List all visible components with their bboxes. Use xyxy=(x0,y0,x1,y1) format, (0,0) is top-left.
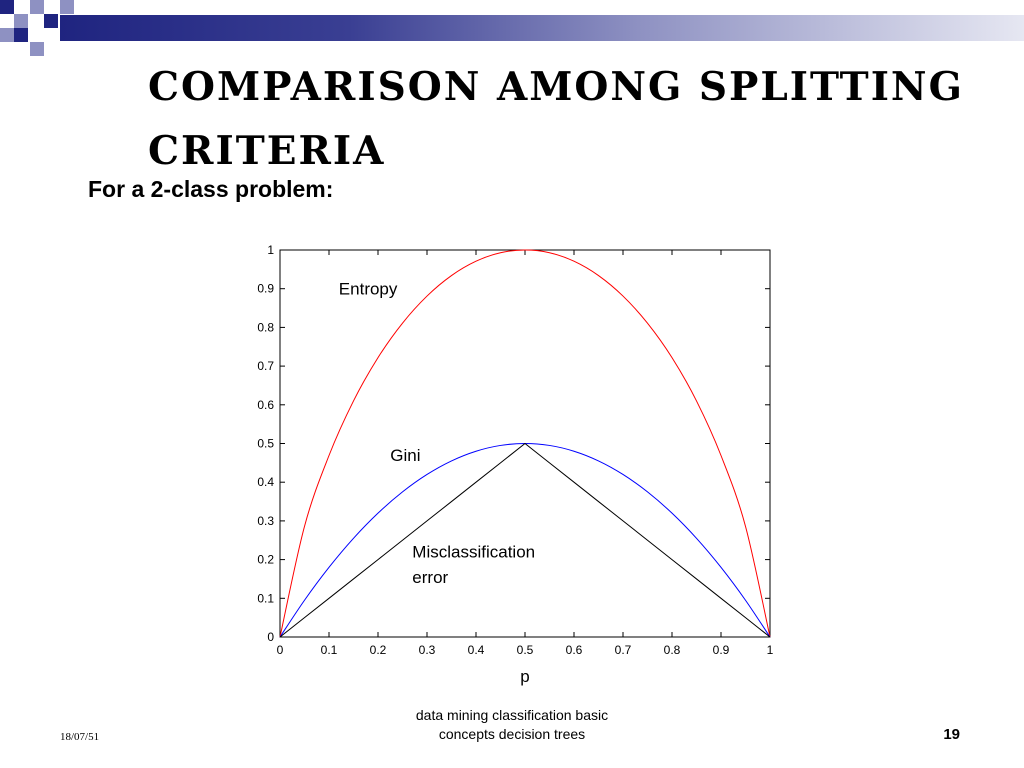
decor-square xyxy=(0,28,14,42)
x-tick-label: 0.8 xyxy=(664,643,681,657)
y-tick-label: 0.9 xyxy=(257,282,274,296)
slide-subtitle: For a 2-class problem: xyxy=(88,176,334,202)
entropy-line xyxy=(279,249,771,638)
y-tick-label: 0.7 xyxy=(257,359,274,373)
annotation-label: Entropy xyxy=(339,280,398,299)
slide-title: Comparison among Splitting xyxy=(148,64,964,110)
x-tick-label: 0.5 xyxy=(517,643,534,657)
x-tick-label: 0.6 xyxy=(566,643,583,657)
decor-square xyxy=(60,0,74,14)
y-tick-label: 0.3 xyxy=(257,514,274,528)
y-tick-label: 0.6 xyxy=(257,398,274,412)
decor-square xyxy=(30,0,44,14)
footer-date: 18/07/51 xyxy=(60,731,100,743)
decor-square xyxy=(30,42,44,56)
slide-title-line2: Criteria xyxy=(148,128,386,174)
decor-square xyxy=(14,14,28,28)
y-tick-label: 0.1 xyxy=(257,591,274,605)
misclassification-error-line xyxy=(279,442,771,638)
x-tick-label: 0.3 xyxy=(419,643,436,657)
y-tick-label: 0.2 xyxy=(257,553,274,567)
y-tick-label: 1 xyxy=(267,243,274,257)
decor-square xyxy=(14,28,28,42)
annotation-label: error xyxy=(412,568,448,587)
y-tick-label: 0.8 xyxy=(257,320,274,334)
y-tick-label: 0 xyxy=(267,630,274,644)
x-tick-label: 0 xyxy=(277,643,284,657)
y-tick-label: 0.5 xyxy=(257,437,274,451)
x-tick-label: 0.4 xyxy=(468,643,485,657)
impurity-chart: 0 0.1 0.2 0.3 0.4 0.5 0.6 0.7 0.8 0.9 1 0 0.1 0.2 0.3 0… xyxy=(257,243,774,686)
footer-caption-line2: concepts decision trees xyxy=(438,726,586,742)
x-tick-label: 0.9 xyxy=(713,643,730,657)
footer-caption-line1: data mining classification basic xyxy=(415,707,609,723)
decor-square xyxy=(0,0,14,14)
footer-caption: data mining classification basic concept… xyxy=(362,706,662,744)
header-gradient-bar xyxy=(60,15,1024,41)
decor-square xyxy=(44,14,58,28)
x-tick-label: 0.2 xyxy=(370,643,387,657)
x-tick-label: 0.1 xyxy=(321,643,338,657)
annotation-label: Misclassification xyxy=(412,543,535,562)
x-tick-label: 0.7 xyxy=(615,643,632,657)
x-axis-label: p xyxy=(520,667,529,686)
annotation-label: Gini xyxy=(390,446,420,465)
x-tick-label: 1 xyxy=(767,643,774,657)
page-number: 19 xyxy=(943,726,960,743)
y-tick-label: 0.4 xyxy=(257,475,274,489)
